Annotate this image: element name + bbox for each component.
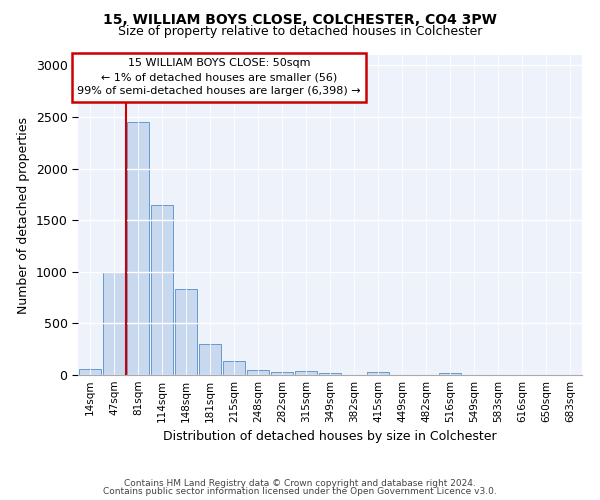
Bar [175, 290, 197, 375]
Bar [223, 361, 245, 375]
Text: Contains HM Land Registry data © Crown copyright and database right 2024.: Contains HM Land Registry data © Crown c… [124, 478, 476, 488]
Bar [247, 370, 269, 375]
Bar [103, 272, 125, 375]
Bar [271, 372, 293, 375]
Text: 15, WILLIAM BOYS CLOSE, COLCHESTER, CO4 3PW: 15, WILLIAM BOYS CLOSE, COLCHESTER, CO4 … [103, 12, 497, 26]
Text: Size of property relative to detached houses in Colchester: Size of property relative to detached ho… [118, 25, 482, 38]
Bar [319, 373, 341, 375]
Bar [79, 369, 101, 375]
Text: Contains public sector information licensed under the Open Government Licence v3: Contains public sector information licen… [103, 487, 497, 496]
Bar [127, 122, 149, 375]
Bar [295, 371, 317, 375]
X-axis label: Distribution of detached houses by size in Colchester: Distribution of detached houses by size … [163, 430, 497, 444]
Text: 15 WILLIAM BOYS CLOSE: 50sqm
← 1% of detached houses are smaller (56)
99% of sem: 15 WILLIAM BOYS CLOSE: 50sqm ← 1% of det… [77, 58, 361, 96]
Bar [199, 344, 221, 375]
Bar [439, 373, 461, 375]
Bar [367, 372, 389, 375]
Y-axis label: Number of detached properties: Number of detached properties [17, 116, 30, 314]
Bar [151, 204, 173, 375]
